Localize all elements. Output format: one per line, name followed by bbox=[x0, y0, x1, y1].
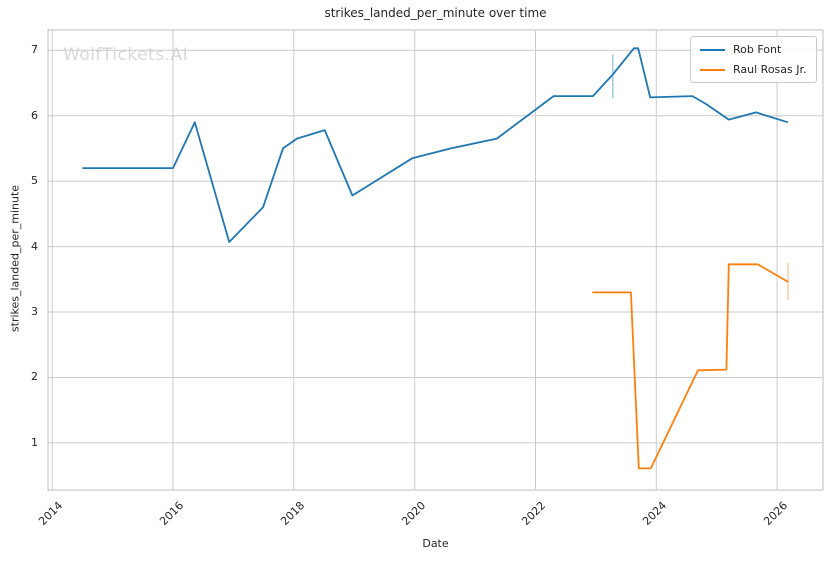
y-tick-label: 2 bbox=[31, 370, 38, 384]
x-axis-label: Date bbox=[422, 537, 449, 550]
plot-border bbox=[47, 29, 824, 491]
y-tick-label: 6 bbox=[31, 108, 38, 122]
series-line-raul-rosas-jr bbox=[592, 263, 789, 470]
legend-label: Raul Rosas Jr. bbox=[733, 63, 807, 76]
y-tick-label: 5 bbox=[31, 174, 38, 188]
y-tick-label: 4 bbox=[31, 239, 38, 253]
y-tick-label: 7 bbox=[31, 43, 38, 57]
legend-label: Rob Font bbox=[733, 43, 782, 56]
legend-line-swatch bbox=[700, 48, 725, 51]
series-line-rob-font bbox=[82, 47, 789, 243]
legend-item-raul-rosas-jr: Raul Rosas Jr. bbox=[700, 63, 807, 76]
y-tick-label: 3 bbox=[31, 305, 38, 319]
legend-item-rob-font: Rob Font bbox=[700, 43, 807, 56]
legend: Rob Font Raul Rosas Jr. bbox=[690, 36, 817, 83]
y-tick-label: 1 bbox=[31, 435, 38, 449]
chart-title: strikes_landed_per_minute over time bbox=[324, 6, 547, 20]
legend-line-swatch bbox=[700, 68, 725, 71]
